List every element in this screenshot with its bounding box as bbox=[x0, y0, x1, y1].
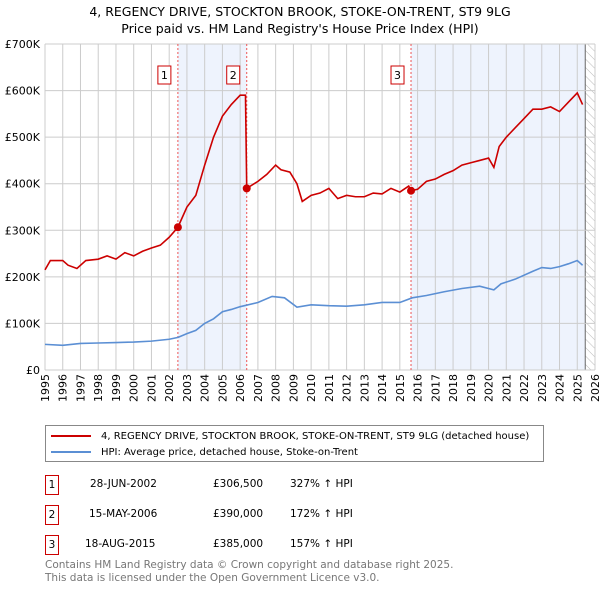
x-tick-label: 2025 bbox=[571, 374, 584, 402]
x-tick-label: 2004 bbox=[199, 374, 212, 402]
x-tick-label: 1995 bbox=[39, 374, 52, 402]
sale-point bbox=[242, 184, 251, 193]
chart-subtitle: Price paid vs. HM Land Registry's House … bbox=[121, 21, 479, 36]
x-tick-label: 2015 bbox=[394, 374, 407, 402]
x-tick-label: 2006 bbox=[234, 374, 247, 402]
sale-label: 3 bbox=[394, 69, 401, 82]
x-tick-label: 2019 bbox=[465, 374, 478, 402]
legend: 4, REGENCY DRIVE, STOCKTON BROOK, STOKE-… bbox=[45, 425, 544, 462]
x-tick-label: 1997 bbox=[74, 374, 87, 402]
sale-price: £385,000 bbox=[213, 538, 264, 550]
sale-date: 18-AUG-2015 bbox=[85, 538, 156, 550]
sale-label-box bbox=[157, 65, 172, 85]
sale-marker: 1 bbox=[45, 475, 59, 495]
sale-label-box bbox=[226, 65, 241, 85]
legend-item-hpi: HPI: Average price, detached house, Stok… bbox=[51, 444, 358, 460]
x-tick-label: 2001 bbox=[145, 374, 158, 402]
x-tick-label: 2018 bbox=[447, 374, 460, 402]
shaded-region bbox=[177, 44, 247, 370]
y-tick-label: £200K bbox=[5, 271, 41, 284]
x-tick-label: 2014 bbox=[376, 374, 389, 402]
y-tick-label: £700K bbox=[5, 38, 41, 51]
chart-title: 4, REGENCY DRIVE, STOCKTON BROOK, STOKE-… bbox=[89, 4, 511, 19]
legend-swatch-red bbox=[51, 435, 91, 437]
x-tick-label: 2003 bbox=[181, 374, 194, 402]
legend-label: HPI: Average price, detached house, Stok… bbox=[101, 446, 358, 458]
sale-marker: 2 bbox=[45, 505, 59, 525]
sale-date: 28-JUN-2002 bbox=[90, 478, 157, 490]
y-tick-label: £300K bbox=[5, 224, 41, 237]
sale-price: £306,500 bbox=[213, 478, 264, 490]
x-tick-label: 2013 bbox=[358, 374, 371, 402]
forecast-hatch bbox=[585, 44, 595, 370]
hpi-line bbox=[44, 259, 584, 347]
x-tick-label: 2012 bbox=[341, 374, 354, 402]
sale-label: 2 bbox=[230, 69, 237, 82]
footer-copyright: Contains HM Land Registry data © Crown c… bbox=[45, 559, 454, 571]
x-tick-label: 1999 bbox=[110, 374, 123, 402]
sale-label: 1 bbox=[161, 69, 168, 82]
x-tick-label: 2007 bbox=[252, 374, 265, 402]
x-tick-label: 2005 bbox=[216, 374, 229, 402]
x-tick-label: 2009 bbox=[287, 374, 300, 402]
x-tick-label: 1998 bbox=[92, 374, 105, 402]
x-tick-label: 2016 bbox=[412, 374, 425, 402]
y-tick-label: £600K bbox=[5, 85, 41, 98]
x-tick-label: 2011 bbox=[323, 374, 336, 402]
sale-date: 15-MAY-2006 bbox=[89, 508, 158, 520]
table-row: 2 15-MAY-2006 £390,000 172% ↑ HPI bbox=[45, 505, 585, 525]
sale-hpi: 172% ↑ HPI bbox=[290, 508, 353, 520]
price-chart: 1995 1996 1997 1998 1999 2000 2001 2002 2003 2004… bbox=[5, 38, 600, 402]
x-tick-label: 2008 bbox=[270, 374, 283, 402]
table-row: 1 28-JUN-2002 £306,500 327% ↑ HPI bbox=[45, 475, 585, 495]
y-tick-label: £0 bbox=[26, 364, 40, 377]
legend-item-property: 4, REGENCY DRIVE, STOCKTON BROOK, STOKE-… bbox=[51, 428, 529, 444]
sale-label-box bbox=[390, 65, 405, 85]
shaded-region bbox=[411, 44, 586, 370]
footer-licence: This data is licensed under the Open Gov… bbox=[45, 572, 380, 584]
legend-label: 4, REGENCY DRIVE, STOCKTON BROOK, STOKE-… bbox=[101, 430, 530, 442]
sale-hpi: 327% ↑ HPI bbox=[290, 478, 353, 490]
x-tick-label: 1996 bbox=[57, 374, 70, 402]
x-tick-label: 2010 bbox=[305, 374, 318, 402]
y-tick-label: £400K bbox=[5, 178, 41, 191]
x-tick-label: 2000 bbox=[128, 374, 141, 402]
x-tick-label: 2026 bbox=[589, 374, 600, 402]
x-tick-label: 2020 bbox=[483, 374, 496, 402]
y-tick-label: £500K bbox=[5, 131, 41, 144]
x-tick-label: 2024 bbox=[554, 374, 567, 402]
property-price-line bbox=[44, 91, 584, 271]
x-tick-label: 2002 bbox=[163, 374, 176, 402]
sale-price: £390,000 bbox=[213, 508, 264, 520]
sale-hpi: 157% ↑ HPI bbox=[290, 538, 353, 550]
y-tick-label: £100K bbox=[5, 317, 41, 330]
x-tick-label: 2022 bbox=[518, 374, 531, 402]
x-tick-label: 2023 bbox=[536, 374, 549, 402]
x-tick-label: 2017 bbox=[429, 374, 442, 402]
x-tick-label: 2021 bbox=[500, 374, 513, 402]
table-row: 3 18-AUG-2015 £385,000 157% ↑ HPI bbox=[45, 535, 585, 555]
sale-point bbox=[173, 223, 182, 232]
legend-swatch-blue bbox=[51, 451, 91, 453]
sale-point bbox=[407, 186, 416, 195]
sale-marker: 3 bbox=[45, 535, 59, 555]
